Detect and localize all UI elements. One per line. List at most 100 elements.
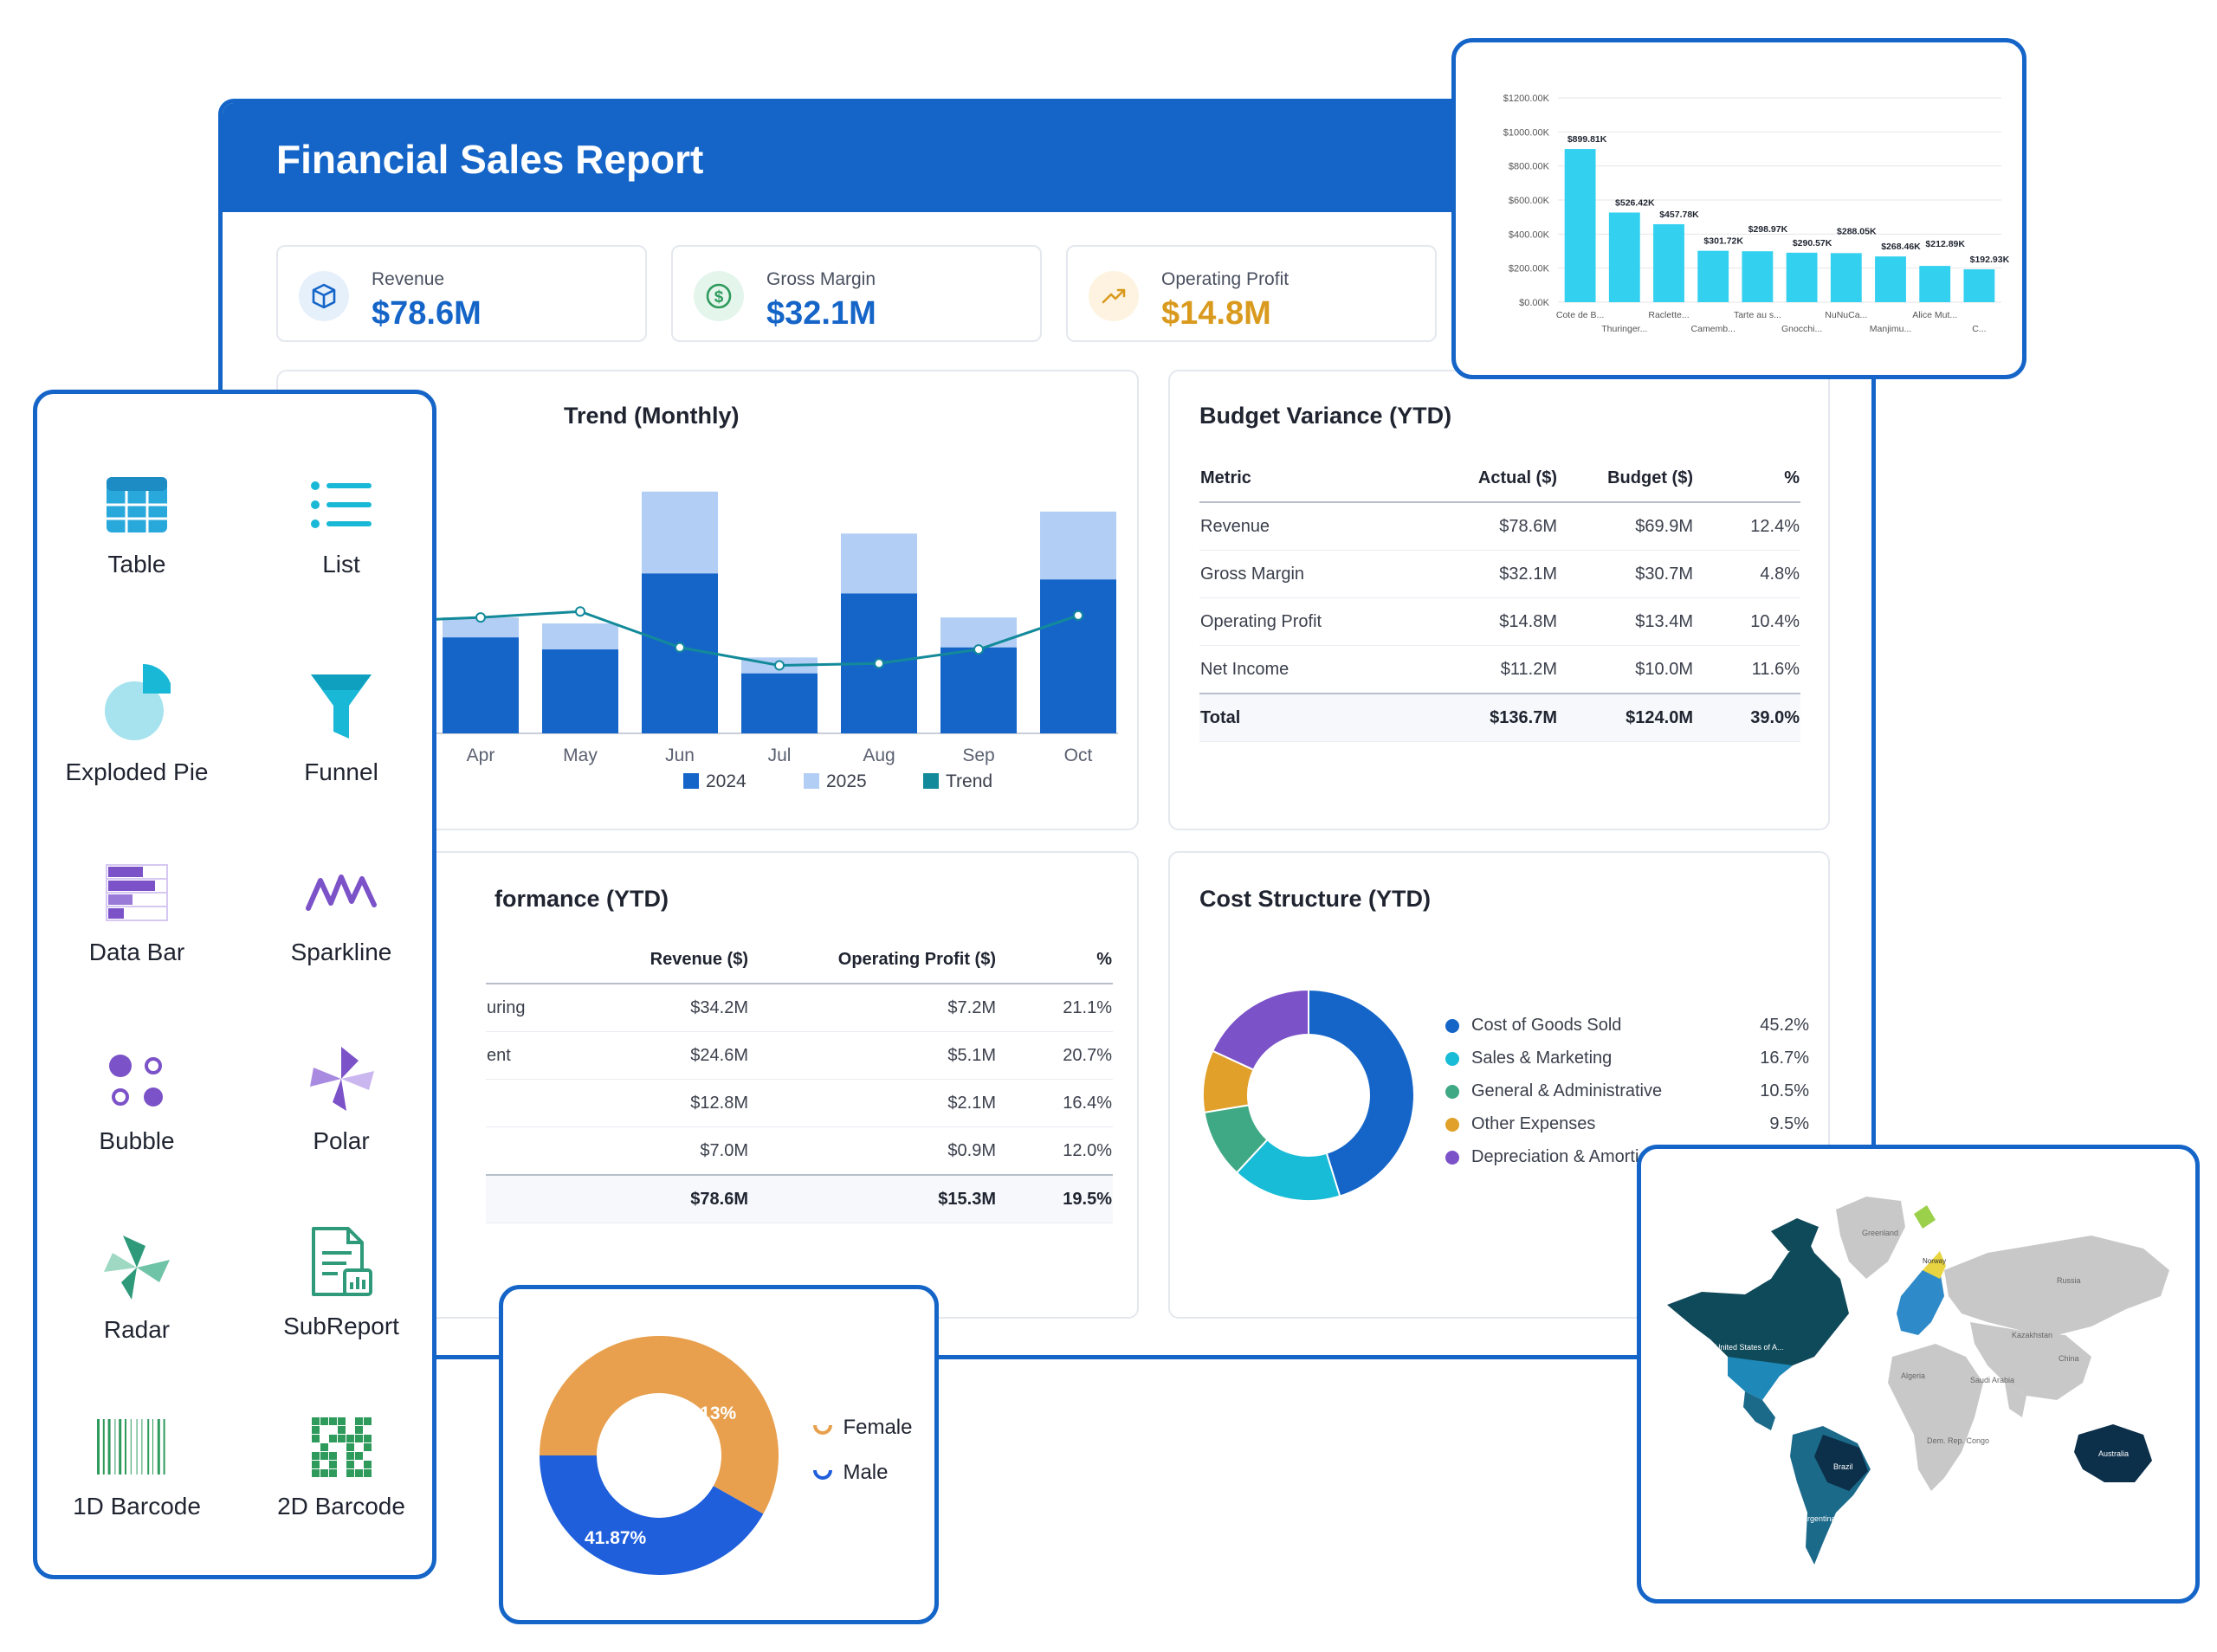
map-label: Greenland: [1862, 1229, 1898, 1237]
cost-legend-item[interactable]: Cost of Goods Sold 45.2%: [1445, 1016, 1809, 1036]
product-bar[interactable]: [1830, 253, 1862, 302]
table-row[interactable]: Operating Profit $14.8M $13.4M 10.4%: [1199, 597, 1800, 646]
trend-point[interactable]: [475, 612, 486, 623]
tool-2d-barcode[interactable]: 2D Barcode: [242, 1416, 432, 1520]
bar-2024[interactable]: [542, 649, 618, 733]
dollar-icon: $: [694, 271, 744, 321]
bar-2024[interactable]: [642, 573, 718, 733]
legend-dot: [1445, 1051, 1459, 1066]
product-bar[interactable]: [1653, 223, 1684, 302]
bar-2024[interactable]: [443, 637, 519, 733]
female-slice[interactable]: [540, 1336, 779, 1514]
legend-label: Cost of Goods Sold: [1471, 1016, 1622, 1036]
cost-legend-item[interactable]: Depreciation & Amorti: [1445, 1147, 1809, 1167]
product-bar[interactable]: [1963, 269, 1995, 302]
qr-cell: [320, 1417, 328, 1425]
qr-cell: [329, 1417, 337, 1425]
legend-label[interactable]: 2025: [826, 771, 867, 791]
barcode-bar: [97, 1419, 100, 1475]
gender-donut: 58.13% 41.87%: [540, 1336, 779, 1575]
trend-title: Trend (Monthly): [564, 403, 740, 429]
x-tick-label: Raclette...: [1648, 310, 1689, 320]
cell: $7.2M: [749, 984, 997, 1032]
trend-point[interactable]: [575, 606, 585, 617]
bar-2024[interactable]: [940, 647, 1017, 733]
donut-slice[interactable]: [1308, 988, 1415, 1197]
product-bar[interactable]: [1786, 252, 1818, 302]
cell: $5.1M: [749, 1031, 997, 1080]
cost-legend-item[interactable]: Sales & Marketing 16.7%: [1445, 1049, 1809, 1068]
tool-table[interactable]: Table: [37, 474, 236, 578]
tool-sparkline[interactable]: Sparkline: [242, 861, 432, 966]
product-bar[interactable]: [1697, 250, 1729, 302]
donut-slice[interactable]: [1211, 988, 1309, 1071]
tool-bubble[interactable]: Bubble: [37, 1050, 236, 1155]
qr-cell: [346, 1435, 354, 1442]
bar-data-label: $899.81K: [1567, 134, 1607, 145]
trend-point[interactable]: [774, 660, 785, 671]
qr-cell: [329, 1452, 337, 1460]
cost-legend-item[interactable]: Other Expenses 9.5%: [1445, 1114, 1809, 1134]
female-legend-icon: [813, 1424, 832, 1435]
trend-point[interactable]: [973, 644, 984, 655]
kpi-card-gross-margin[interactable]: $ Gross Margin $32.1M: [671, 245, 1042, 342]
tool-subreport[interactable]: SubReport: [242, 1225, 432, 1340]
qr-cell: [329, 1469, 337, 1477]
legend-label[interactable]: Trend: [946, 771, 992, 791]
norway-shape: [1923, 1251, 1946, 1279]
product-bar[interactable]: [1608, 212, 1640, 302]
trend-point[interactable]: [874, 658, 884, 669]
product-bar[interactable]: [1875, 256, 1906, 302]
qr-cell: [320, 1469, 328, 1477]
legend-female[interactable]: Female: [811, 1416, 912, 1440]
kpi-card-revenue[interactable]: Revenue $78.6M: [276, 245, 647, 342]
male-slice[interactable]: [540, 1455, 764, 1575]
tool-data-bar[interactable]: Data Bar: [37, 861, 236, 966]
trend-point[interactable]: [1073, 610, 1083, 621]
table-row[interactable]: $12.8M $2.1M 16.4%: [486, 1079, 1113, 1127]
cell: $30.7M: [1558, 550, 1694, 598]
russia-shape: [1944, 1236, 2169, 1335]
product-bar[interactable]: [1919, 266, 1951, 302]
table-row[interactable]: $7.0M $0.9M 12.0%: [486, 1126, 1113, 1176]
y-tick-label: $800.00K: [1509, 162, 1550, 172]
qr-cell: [346, 1452, 354, 1460]
qr-cell: [355, 1435, 363, 1442]
cost-legend-item[interactable]: General & Administrative 10.5%: [1445, 1081, 1809, 1101]
legend-label[interactable]: 2024: [706, 771, 747, 791]
table-row[interactable]: Net Income $11.2M $10.0M 11.6%: [1199, 645, 1800, 694]
top-products-chart: $0.00K $200.00K $400.00K $600.00K $800.00K $1…: [1503, 94, 2010, 334]
tool-funnel[interactable]: Funnel: [242, 671, 432, 786]
header-operating-profit: Operating Profit ($): [749, 936, 997, 984]
legend-dot: [1445, 1150, 1459, 1165]
product-bar[interactable]: [1742, 251, 1774, 302]
svalbard-shape: [1914, 1205, 1936, 1229]
tool-polar[interactable]: Polar: [242, 1045, 432, 1155]
tool-1d-barcode[interactable]: 1D Barcode: [37, 1416, 236, 1520]
x-tick-label: Alice Mut...: [1912, 310, 1957, 320]
svg-text:$: $: [714, 288, 724, 307]
table-row[interactable]: Revenue $78.6M $69.9M 12.4%: [1199, 502, 1800, 551]
cell: 10.4%: [1694, 597, 1800, 646]
tool-exploded-pie[interactable]: Exploded Pie: [37, 661, 236, 786]
table-row[interactable]: Gross Margin $32.1M $30.7M 4.8%: [1199, 550, 1800, 598]
mexico-shape: [1743, 1391, 1775, 1430]
table-row[interactable]: ent $24.6M $5.1M 20.7%: [486, 1031, 1113, 1080]
tool-label: Radar: [103, 1316, 171, 1343]
y-tick-label: $600.00K: [1509, 196, 1550, 206]
product-bar[interactable]: [1564, 149, 1596, 302]
trend-point[interactable]: [675, 642, 685, 653]
tool-list[interactable]: List: [242, 474, 432, 578]
tool-label: Sparkline: [290, 939, 392, 965]
kpi-card-operating-profit[interactable]: Operating Profit $14.8M: [1066, 245, 1437, 342]
qr-cell: [312, 1426, 320, 1434]
table-row[interactable]: uring $34.2M $7.2M 21.1%: [486, 984, 1113, 1032]
bar-2024[interactable]: [741, 673, 818, 733]
tool-radar[interactable]: Radar: [37, 1234, 236, 1344]
trending-up-icon: [1089, 271, 1139, 321]
bar-2024[interactable]: [1040, 579, 1116, 733]
cell: $69.9M: [1558, 502, 1694, 551]
total-row: Total $136.7M $124.0M 39.0%: [1199, 693, 1800, 742]
legend-male[interactable]: Male: [811, 1461, 888, 1485]
cell: $11.2M: [1418, 645, 1558, 694]
